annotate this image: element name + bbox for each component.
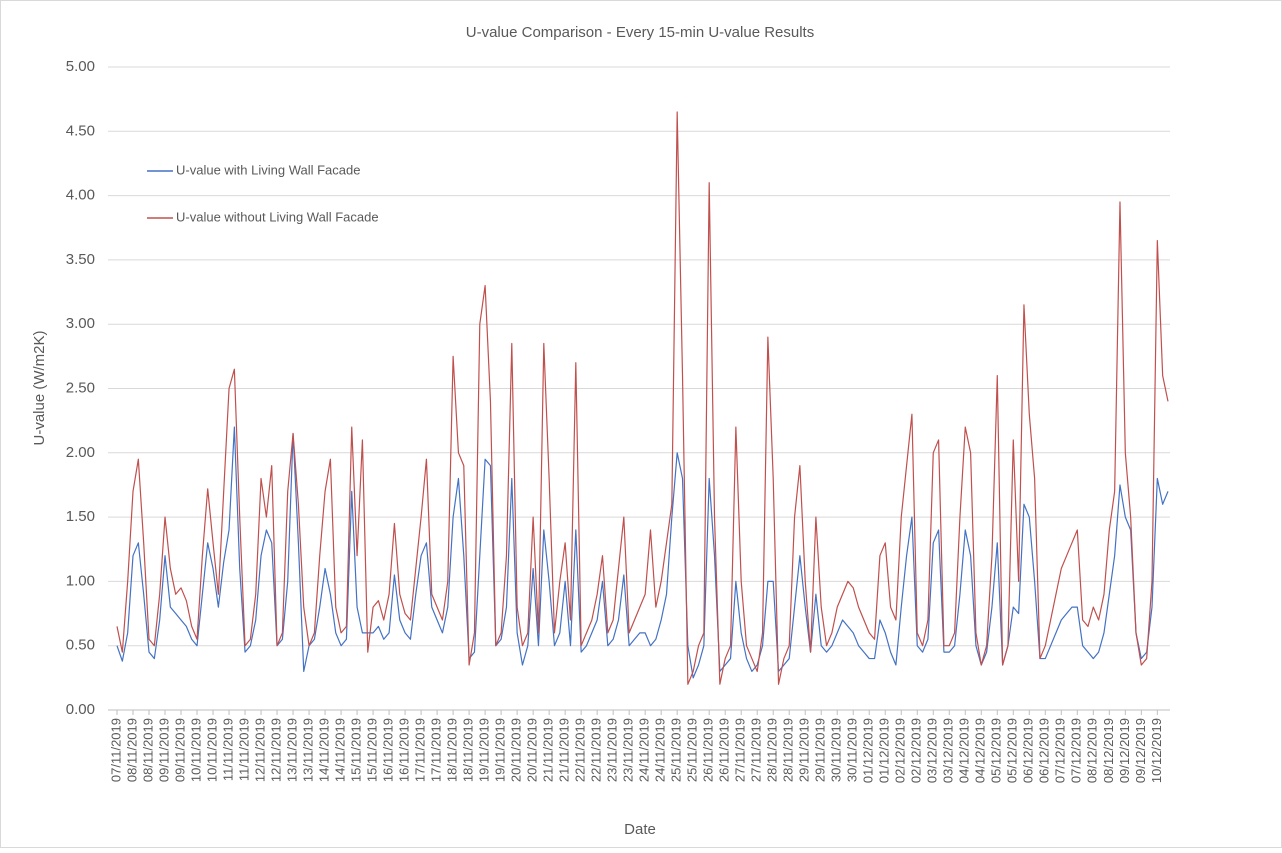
x-tick-label: 12/11/2019 [268,718,283,782]
x-tick-label: 14/11/2019 [333,718,348,782]
x-tick-label: 12/11/2019 [252,718,267,782]
x-tick-label: 10/11/2019 [204,718,219,782]
x-tick-label: 26/11/2019 [701,718,716,782]
x-tick-label: 19/11/2019 [493,718,508,782]
x-tick-label: 01/12/2019 [861,718,876,783]
x-tick-label: 07/11/2019 [108,718,123,782]
x-tick-label: 13/11/2019 [284,718,299,782]
x-tick-label: 17/11/2019 [429,718,444,782]
x-tick-label: 29/11/2019 [813,718,828,782]
x-tick-label: 24/11/2019 [653,718,668,782]
x-tick-label: 29/11/2019 [797,718,812,782]
x-tick-label: 10/11/2019 [188,718,203,782]
x-tick-label: 21/11/2019 [557,718,572,782]
chart-title: U-value Comparison - Every 15-min U-valu… [466,24,814,41]
x-tick-label: 08/12/2019 [1101,718,1116,783]
x-tick-label: 26/11/2019 [717,718,732,782]
data-line [116,111,1169,685]
y-tick-label: 1.50 [66,508,95,525]
x-tick-label: 06/12/2019 [1021,718,1036,783]
x-tick-label: 19/11/2019 [477,718,492,782]
x-tick-label: 22/11/2019 [589,718,604,782]
x-tick-label: 16/11/2019 [381,718,396,782]
x-tick-label: 30/11/2019 [845,718,860,782]
x-tick-label: 27/11/2019 [733,718,748,782]
x-tick-label: 07/12/2019 [1069,718,1084,783]
x-tick-label: 07/12/2019 [1053,718,1068,783]
x-tick-label: 06/12/2019 [1037,718,1052,783]
x-tick-label: 02/12/2019 [893,718,908,783]
y-tick-label: 5.00 [66,58,95,75]
x-tick-label: 27/11/2019 [749,718,764,782]
y-tick-label: 3.50 [66,251,95,268]
x-tick-label: 09/11/2019 [156,718,171,782]
x-tick-label: 11/11/2019 [220,718,235,781]
x-tick-label: 30/11/2019 [829,718,844,782]
x-tick-label: 10/12/2019 [1149,718,1164,783]
x-tick-label: 08/12/2019 [1085,718,1100,783]
y-tick-label: 4.50 [66,122,95,139]
x-tick-label: 17/11/2019 [413,718,428,782]
x-tick-label: 24/11/2019 [637,718,652,782]
x-tick-label: 03/12/2019 [925,718,940,783]
x-tick-label: 28/11/2019 [781,718,796,782]
x-tick-label: 08/11/2019 [124,718,139,782]
x-tick-label: 03/12/2019 [941,718,956,783]
x-tick-label: 11/11/2019 [236,718,251,781]
x-tick-label: 21/11/2019 [541,718,556,782]
data-line [116,426,1169,679]
x-tick-label: 02/12/2019 [909,718,924,783]
y-tick-label: 2.00 [66,444,95,461]
x-tick-label: 28/11/2019 [765,718,780,782]
x-tick-label: 18/11/2019 [445,718,460,782]
x-tick-label: 04/12/2019 [973,718,988,783]
y-tick-label: 0.00 [66,701,95,718]
x-tick-label: 15/11/2019 [349,718,364,782]
x-tick-label: 23/11/2019 [605,718,620,782]
y-tick-label: 0.50 [66,637,95,654]
x-tick-label: 05/12/2019 [1005,718,1020,783]
legend-label: U-value without Living Wall Facade [176,209,379,224]
x-tick-label: 25/11/2019 [685,718,700,782]
legend-label: U-value with Living Wall Facade [176,162,360,177]
x-axis-label: Date [624,821,656,838]
y-tick-label: 4.00 [66,187,95,204]
y-tick-label: 1.00 [66,572,95,589]
y-tick-label: 3.00 [66,315,95,332]
x-tick-label: 08/11/2019 [140,718,155,782]
x-tick-label: 23/11/2019 [621,718,636,782]
x-tick-label: 09/12/2019 [1133,718,1148,783]
x-tick-label: 05/12/2019 [989,718,1004,783]
x-tick-label: 16/11/2019 [397,718,412,782]
y-tick-label: 2.50 [66,379,95,396]
x-tick-label: 20/11/2019 [525,718,540,782]
x-tick-label: 22/11/2019 [573,718,588,782]
x-tick-label: 18/11/2019 [461,718,476,782]
x-tick-label: 01/12/2019 [877,718,892,783]
x-tick-label: 04/12/2019 [957,718,972,783]
x-tick-label: 09/11/2019 [172,718,187,782]
x-tick-label: 13/11/2019 [300,718,315,782]
x-tick-label: 14/11/2019 [317,718,332,782]
y-axis-label: U-value (W/m2K) [31,330,48,445]
x-tick-label: 09/12/2019 [1117,718,1132,783]
x-tick-label: 20/11/2019 [509,718,524,782]
x-tick-label: 15/11/2019 [365,718,380,782]
x-tick-label: 25/11/2019 [669,718,684,782]
